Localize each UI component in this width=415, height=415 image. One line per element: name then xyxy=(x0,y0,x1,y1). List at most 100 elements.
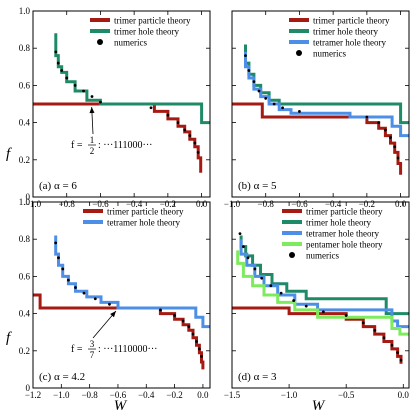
y-tick-label: 0.4 xyxy=(19,309,31,319)
numerics-point xyxy=(304,304,308,308)
numerics-point xyxy=(260,276,264,280)
numerics-point xyxy=(54,50,58,54)
numerics-point xyxy=(200,354,203,358)
numerics-point xyxy=(246,256,250,260)
y-tick-label: 0.2 xyxy=(19,346,30,356)
numerics-point xyxy=(382,336,386,340)
numerics-point xyxy=(257,89,261,93)
numerics-point xyxy=(181,319,185,323)
numerics-point xyxy=(361,321,365,325)
numerics-point xyxy=(272,102,276,106)
y-tick-label: 0.6 xyxy=(19,271,31,281)
numerics-point xyxy=(56,61,60,65)
annotation-numerator: 1 xyxy=(90,135,95,145)
numerics-point xyxy=(166,113,170,117)
panel-frame xyxy=(231,201,410,389)
legend-entry: tetramer hole theory xyxy=(306,229,379,239)
legend-entry: trimer hole theory xyxy=(114,27,179,37)
series-tetramer-hole-theory xyxy=(244,51,409,138)
y-tick-label: 0.2 xyxy=(19,155,30,165)
x-tick-label: −0.2 xyxy=(359,199,375,209)
numerics-point xyxy=(187,325,191,329)
numerics-point xyxy=(292,299,296,302)
numerics-point xyxy=(99,100,102,104)
numerics-point xyxy=(60,69,64,72)
numerics-point xyxy=(197,347,201,351)
numerics-point xyxy=(238,232,242,236)
x-tick-label: −0.2 xyxy=(166,390,182,400)
y-tick-label: 0.8 xyxy=(19,234,31,244)
annotation-arrow-head xyxy=(110,311,116,318)
x-tick-label: −1.0 xyxy=(281,390,298,400)
numerics-point xyxy=(269,284,273,288)
annotation-prefix: f = xyxy=(71,140,83,151)
panel-label: (c) α = 4.2 xyxy=(39,371,85,383)
panel-a: −1.0 −0.8 −0.6 −0.4 −0.2 0.000.20.40.60.81.0t… xyxy=(19,6,211,209)
numerics-point xyxy=(65,76,69,80)
panel-d: −1.5 −1.0 −0.5 0.0 trimer particle theorytri… xyxy=(224,201,410,400)
y-tick-label: 0.6 xyxy=(19,80,31,90)
series-group xyxy=(232,232,409,364)
numerics-point xyxy=(279,291,283,295)
legend-entry: trimer particle theory xyxy=(107,207,184,217)
annotation-suffix: : ···1110000··· xyxy=(98,344,158,355)
numerics-point xyxy=(90,95,94,98)
panel-frame xyxy=(32,10,211,198)
numerics-point xyxy=(195,340,198,343)
x-tick-label: −0.8 xyxy=(81,390,98,400)
x-tick-label: −1.2 xyxy=(25,390,41,400)
numerics-point xyxy=(253,267,257,271)
numerics-point xyxy=(247,69,251,72)
x-tick-label: −0.4 xyxy=(325,199,342,209)
x-tick-label: −0.6 xyxy=(291,199,308,209)
numerics-point xyxy=(393,145,397,149)
numerics-point xyxy=(67,278,70,282)
series-numerics xyxy=(244,54,400,160)
numerics-point xyxy=(396,156,400,160)
numerics-point xyxy=(365,115,369,119)
numerics-point xyxy=(57,256,60,260)
x-tick-label: 0.0 xyxy=(395,199,407,209)
legend-marker-numerics xyxy=(97,39,103,45)
legend-entry: pentamer hole theory xyxy=(306,240,383,250)
series-group xyxy=(33,235,210,370)
series-group xyxy=(33,33,210,173)
legend-entry: numerics xyxy=(114,38,147,48)
numerics-point xyxy=(61,267,65,271)
legend-entry: trimer particle theory xyxy=(114,16,191,26)
legend-marker-numerics xyxy=(289,252,295,258)
series-trimer-particle-theory xyxy=(33,102,203,173)
x-tick-label: −0.6 xyxy=(110,390,127,400)
numerics-point xyxy=(93,297,97,301)
numerics-point xyxy=(399,358,403,362)
numerics-point xyxy=(298,110,301,113)
annotation-arrow-head xyxy=(89,107,95,114)
numerics-point xyxy=(191,332,195,336)
numerics-point xyxy=(321,310,325,314)
numerics-point xyxy=(196,150,200,154)
annotation-denominator: 7 xyxy=(90,350,95,360)
annotation-denominator: 2 xyxy=(90,146,95,156)
y-tick-label: 0 xyxy=(26,383,31,393)
x-tick-label: −1.5 xyxy=(224,390,241,400)
series-numerics xyxy=(54,241,203,358)
numerics-point xyxy=(264,97,268,100)
annotation-suffix: : ···111000··· xyxy=(98,140,153,151)
panel-frame xyxy=(231,10,410,198)
x-tick-label: 0.0 xyxy=(196,199,208,209)
numerics-point xyxy=(373,328,377,332)
numerics-point xyxy=(82,291,86,295)
numerics-point xyxy=(242,245,245,249)
numerics-point xyxy=(82,89,85,93)
legend-entry: numerics xyxy=(313,49,346,59)
panel-label: (b) α = 5 xyxy=(238,180,277,192)
panel-c: −1.2 −1.0 −0.8 −0.6 −0.4 −0.2 0.0 0 0.2 0.4 0.6 0.8… xyxy=(19,197,211,400)
series-pentamer-hole-theory xyxy=(236,250,409,336)
numerics-point xyxy=(73,84,77,87)
x-tick-label: −0.6 xyxy=(92,199,109,209)
y-tick-label: 1.0 xyxy=(19,197,31,207)
